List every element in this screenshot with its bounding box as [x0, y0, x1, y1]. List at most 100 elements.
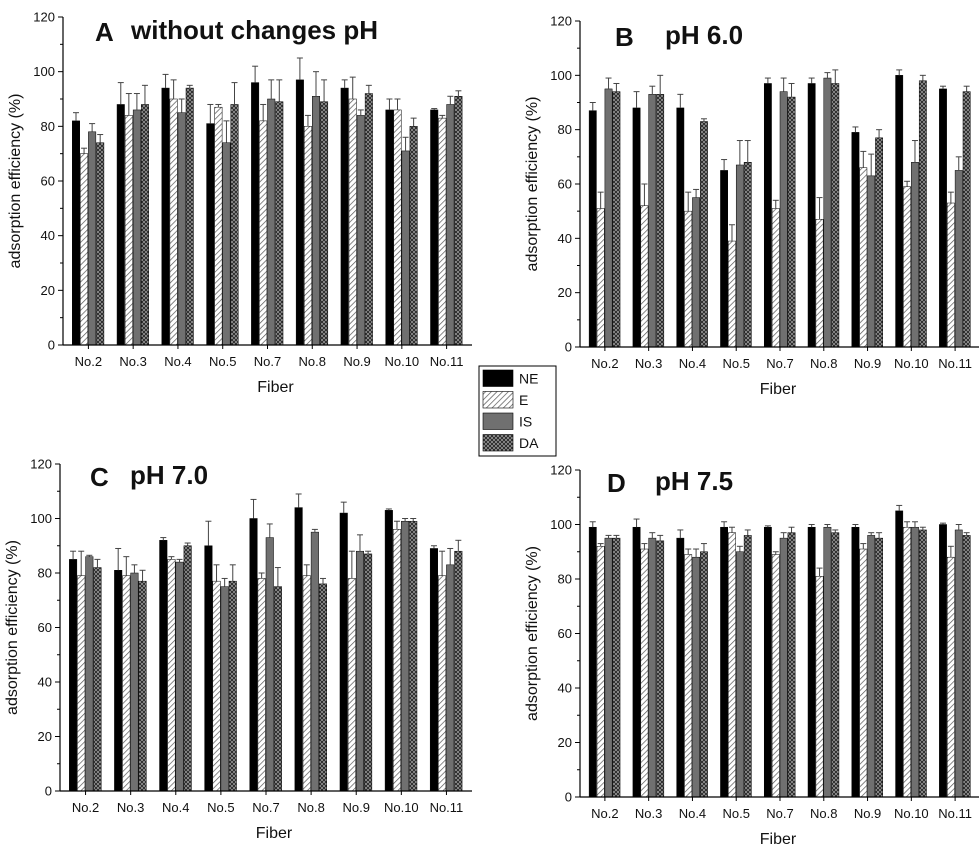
- y-axis-title: adsorption efficiency (%): [4, 540, 21, 715]
- bar-b-ne-7: [895, 75, 904, 348]
- legend-swatch-da: [482, 434, 514, 452]
- x-axis-title: Fiber: [256, 825, 293, 842]
- bar-a-e-5: [303, 126, 312, 346]
- bar-c-ne-4: [249, 518, 258, 792]
- legend-swatch-is: [482, 412, 514, 430]
- bar-d-ne-3: [720, 526, 728, 798]
- panel-title: pH 7.0: [130, 460, 208, 490]
- bar-d-da-2: [700, 551, 708, 798]
- x-tick-label: No.4: [164, 354, 191, 369]
- bar-b-da-5: [831, 83, 840, 348]
- bar-d-ne-0: [588, 526, 597, 798]
- x-tick-label: No.10: [894, 806, 929, 821]
- x-tick-label: No.9: [854, 356, 881, 371]
- bar-b-da-7: [918, 80, 927, 348]
- bar-d-is-0: [604, 537, 613, 798]
- bar-b-e-8: [946, 202, 955, 348]
- bar-c-is-2: [175, 561, 184, 792]
- bar-c-ne-5: [294, 507, 303, 792]
- bar-b-ne-1: [632, 107, 641, 348]
- bar-d-is-2: [692, 556, 700, 798]
- bar-b-is-8: [954, 170, 963, 348]
- bar-a-da-6: [364, 93, 373, 346]
- y-tick-label: 40: [41, 228, 55, 243]
- bar-c-e-8: [438, 575, 447, 792]
- x-tick-label: No.7: [766, 356, 793, 371]
- x-tick-label: No.3: [635, 356, 662, 371]
- bar-b-is-7: [911, 162, 919, 348]
- y-axis-title: adsorption efficiency (%): [7, 94, 24, 269]
- bar-b-ne-2: [676, 107, 685, 348]
- bar-b-is-5: [823, 77, 832, 348]
- bar-b-e-3: [728, 240, 736, 348]
- panel-c: 0 20 40 60 80 100 120 No.2 No.3 No.4 No.5 No.7 No.8 N…: [4, 457, 472, 842]
- bar-b-is-6: [867, 175, 876, 348]
- bar-b-da-8: [962, 91, 971, 348]
- bar-a-is-7: [401, 150, 410, 346]
- x-tick-label: No.3: [119, 354, 146, 369]
- bar-d-e-4: [771, 554, 780, 798]
- bar-b-ne-8: [939, 88, 947, 348]
- bar-a-ne-0: [72, 120, 80, 346]
- bar-b-ne-3: [720, 170, 728, 348]
- bar-b-da-2: [700, 121, 708, 348]
- y-axis-title: adsorption efficiency (%): [524, 546, 541, 721]
- x-tick-label: No.5: [722, 806, 749, 821]
- x-tick-label: No.10: [384, 800, 419, 815]
- bar-c-da-6: [364, 553, 373, 792]
- bar-d-da-3: [743, 535, 752, 798]
- bar-a-da-1: [140, 104, 149, 346]
- x-tick-label: No.4: [679, 356, 706, 371]
- y-tick-label: 60: [41, 174, 55, 189]
- bar-b-ne-4: [763, 83, 772, 348]
- bar-a-ne-4: [251, 82, 260, 346]
- bar-d-da-8: [962, 535, 971, 798]
- legend-label-is: IS: [519, 414, 532, 430]
- y-tick-label: 120: [550, 14, 572, 29]
- bar-a-is-4: [267, 98, 276, 346]
- panel-a: 0 20 40 60 80 100 120 No.2 No.3 No.4 No.5 No.7 No.8 N…: [7, 10, 472, 396]
- bar-d-ne-2: [676, 537, 685, 798]
- bar-a-da-8: [454, 96, 463, 346]
- bar-d-e-1: [640, 548, 649, 798]
- bar-d-e-3: [728, 532, 736, 798]
- bar-b-e-0: [596, 208, 605, 348]
- bar-c-is-0: [85, 556, 94, 792]
- bar-c-is-7: [401, 520, 410, 792]
- x-tick-label: No.10: [384, 354, 419, 369]
- x-tick-label: No.9: [343, 354, 370, 369]
- x-tick-label: No.2: [75, 354, 102, 369]
- bar-a-ne-3: [206, 123, 215, 346]
- bar-d-ne-6: [851, 526, 860, 798]
- legend-label-e: E: [519, 392, 528, 408]
- bar-a-is-6: [356, 115, 365, 346]
- bar-a-ne-6: [340, 87, 349, 346]
- bar-d-e-0: [596, 546, 605, 798]
- panel-title: without changes pH: [130, 15, 378, 45]
- bar-a-ne-8: [430, 109, 439, 346]
- bar-c-is-6: [355, 550, 364, 792]
- bar-c-e-7: [392, 529, 401, 792]
- bar-d-is-5: [823, 526, 832, 798]
- x-tick-label: No.2: [591, 806, 618, 821]
- bar-c-is-4: [265, 537, 274, 792]
- x-tick-label: No.4: [679, 806, 706, 821]
- bar-d-is-4: [779, 537, 788, 798]
- y-tick-label: 120: [550, 463, 572, 478]
- panel-letter: C: [90, 462, 109, 492]
- bar-d-is-1: [648, 537, 657, 798]
- bar-c-e-4: [257, 578, 266, 792]
- y-tick-label: 60: [558, 177, 572, 192]
- legend-label-da: DA: [519, 435, 539, 451]
- bar-a-e-6: [348, 98, 357, 346]
- bar-b-da-3: [743, 162, 752, 348]
- bar-b-is-1: [648, 94, 657, 348]
- bar-c-e-5: [302, 575, 311, 792]
- bar-a-da-2: [185, 87, 194, 346]
- bar-b-e-7: [903, 186, 911, 348]
- legend-swatch-e: [482, 391, 514, 409]
- bar-a-e-8: [438, 117, 447, 346]
- bar-d-e-5: [815, 576, 824, 798]
- x-tick-label: No.11: [430, 354, 464, 369]
- bar-a-ne-7: [385, 109, 394, 346]
